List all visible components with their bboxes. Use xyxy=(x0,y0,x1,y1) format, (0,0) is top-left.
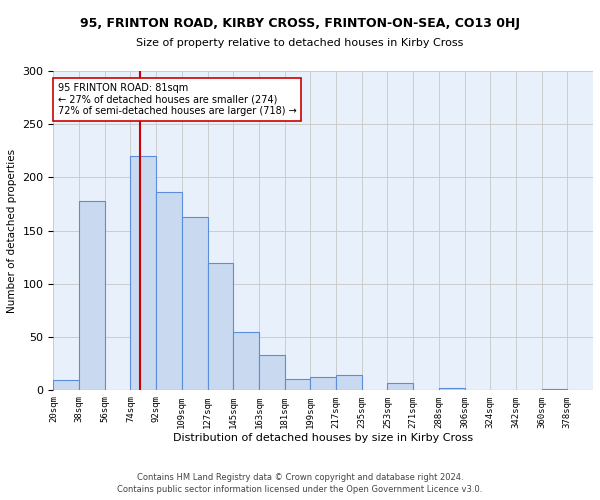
Bar xyxy=(439,388,464,390)
Bar xyxy=(130,156,156,390)
Bar xyxy=(259,355,284,390)
Bar xyxy=(336,376,362,390)
Text: 95, FRINTON ROAD, KIRBY CROSS, FRINTON-ON-SEA, CO13 0HJ: 95, FRINTON ROAD, KIRBY CROSS, FRINTON-O… xyxy=(80,18,520,30)
Bar xyxy=(208,262,233,390)
Bar xyxy=(388,383,413,390)
Bar xyxy=(310,376,336,390)
Bar xyxy=(156,192,182,390)
Bar xyxy=(182,217,208,390)
Text: Contains public sector information licensed under the Open Government Licence v3: Contains public sector information licen… xyxy=(118,485,482,494)
Text: Size of property relative to detached houses in Kirby Cross: Size of property relative to detached ho… xyxy=(136,38,464,48)
Text: 95 FRINTON ROAD: 81sqm
← 27% of detached houses are smaller (274)
72% of semi-de: 95 FRINTON ROAD: 81sqm ← 27% of detached… xyxy=(58,82,296,116)
Bar xyxy=(79,201,105,390)
Bar xyxy=(233,332,259,390)
Bar xyxy=(284,378,310,390)
Text: Contains HM Land Registry data © Crown copyright and database right 2024.: Contains HM Land Registry data © Crown c… xyxy=(137,472,463,482)
X-axis label: Distribution of detached houses by size in Kirby Cross: Distribution of detached houses by size … xyxy=(173,433,473,443)
Bar xyxy=(53,380,79,390)
Y-axis label: Number of detached properties: Number of detached properties xyxy=(7,148,17,312)
